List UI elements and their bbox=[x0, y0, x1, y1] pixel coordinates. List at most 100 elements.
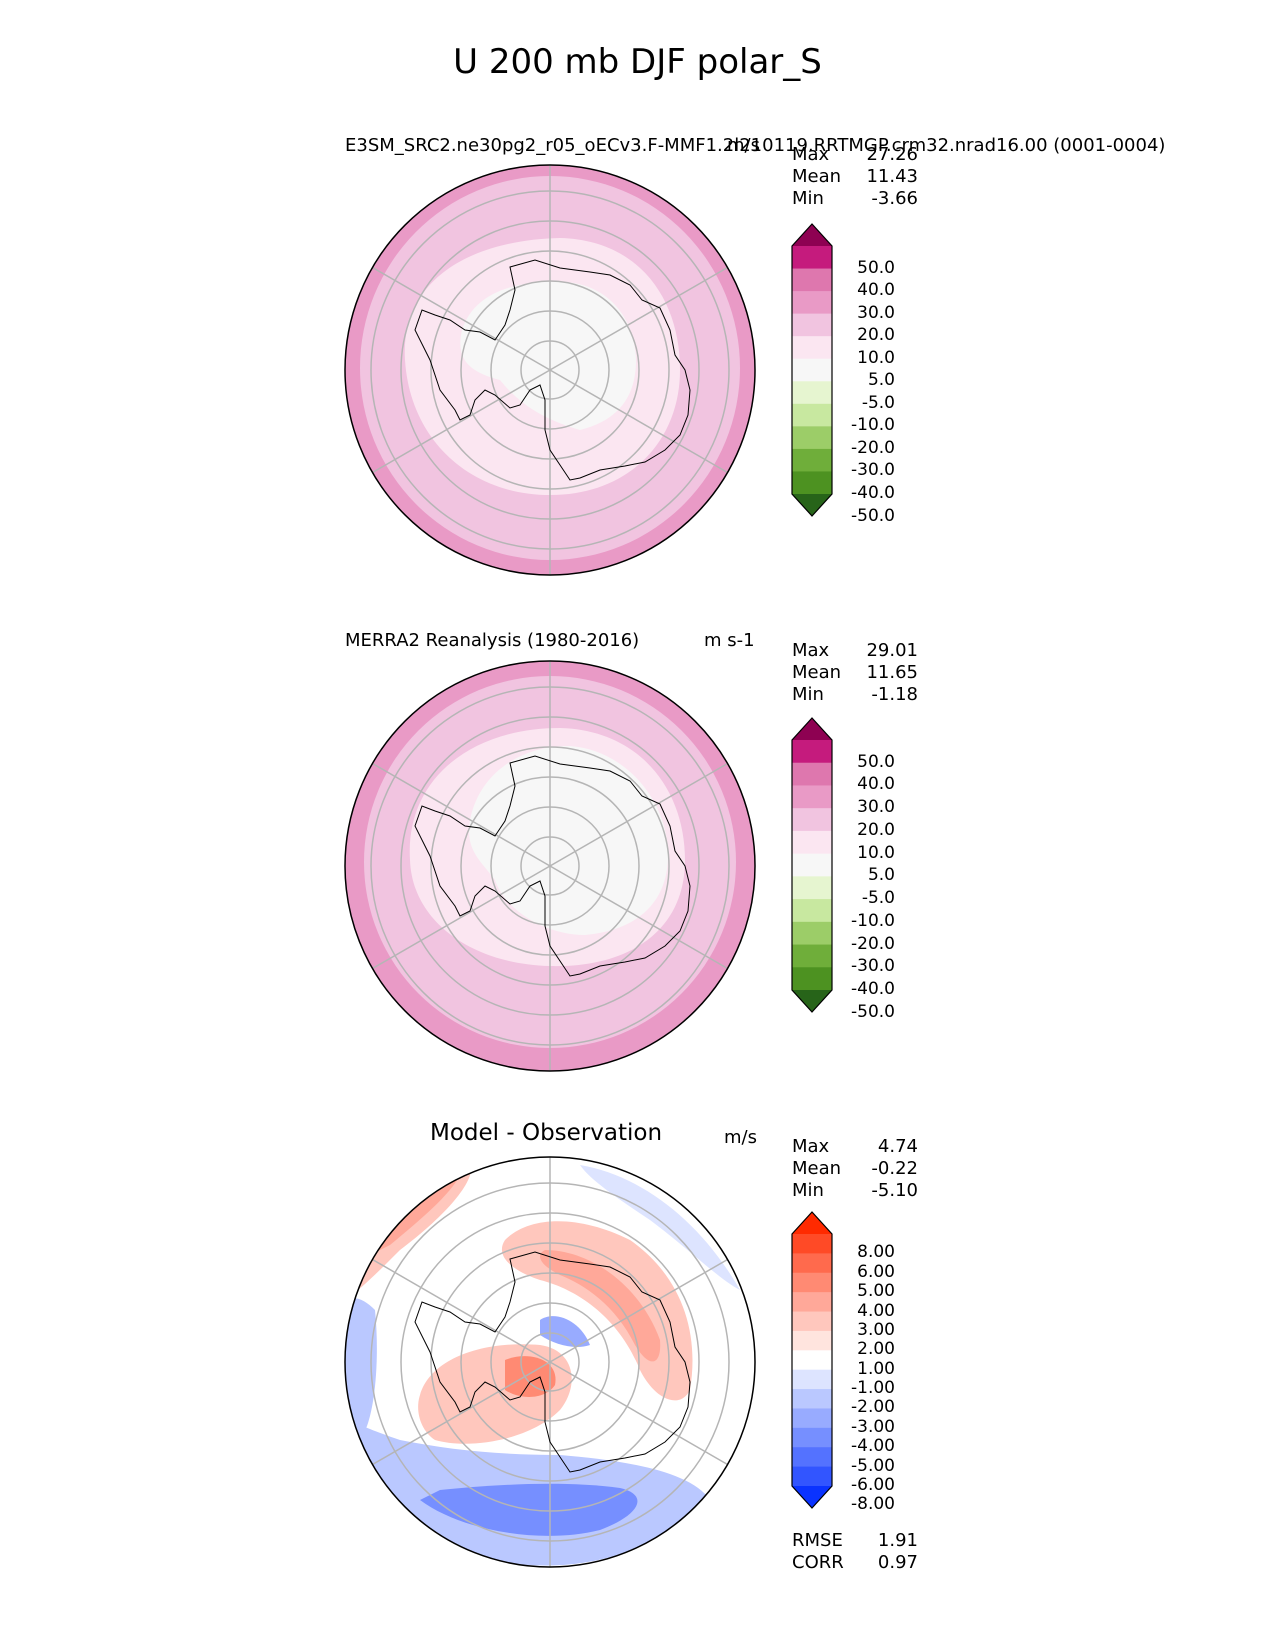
colorbar-tick-label: 5.00 bbox=[857, 1281, 895, 1302]
colorbar-tick-label: -5.0 bbox=[861, 888, 895, 909]
panel-3-neg-west bbox=[345, 1298, 377, 1440]
colorbar-tick-label: 20.0 bbox=[857, 819, 895, 840]
panel-3-map-border bbox=[344, 1156, 756, 1568]
colorbar-tick-label: 10.0 bbox=[857, 347, 895, 368]
colorbar-tick-label: 40.0 bbox=[857, 774, 895, 795]
panel-2-title: MERRA2 Reanalysis (1980-2016) bbox=[345, 630, 640, 651]
meridian-line bbox=[372, 762, 551, 867]
colorbar-swatch bbox=[792, 1350, 832, 1371]
colorbar-swatch bbox=[792, 1369, 832, 1390]
colorbar-outline bbox=[791, 223, 833, 517]
panel-1-max-value: 27.26 bbox=[866, 144, 918, 165]
panel-2-graticule bbox=[370, 661, 730, 1071]
colorbar-swatch bbox=[792, 808, 832, 832]
meridian-line bbox=[372, 865, 551, 970]
panel-2-units: m s-1 bbox=[704, 630, 755, 651]
colorbar-tick-label: 5.0 bbox=[867, 865, 895, 886]
colorbar-extend-max bbox=[792, 224, 832, 246]
panel-3-neg-pole bbox=[540, 1316, 590, 1347]
colorbar-tick-label: 30.0 bbox=[857, 797, 895, 818]
colorbar-tick-label: -40.0 bbox=[851, 483, 895, 503]
colorbar-swatch bbox=[792, 268, 832, 292]
colorbar-tick-label: -2.00 bbox=[851, 1397, 895, 1418]
panel-3-max-label: Max bbox=[792, 1136, 830, 1157]
panel-1-graticule bbox=[370, 165, 730, 575]
panel-2-min-value: -1.18 bbox=[871, 684, 918, 705]
colorbar-extend-min bbox=[792, 494, 832, 516]
panel-1-min-label: Min bbox=[792, 188, 824, 209]
colorbar-tick-label: 10.0 bbox=[857, 842, 895, 863]
panel-3-antarctica-coastline bbox=[414, 1251, 691, 1473]
panel-3-units: m/s bbox=[724, 1127, 757, 1148]
meridian-line bbox=[549, 1258, 728, 1363]
map-outlines bbox=[344, 164, 756, 1568]
colorbar-swatch bbox=[792, 944, 832, 968]
panel-3-min-value: -5.10 bbox=[871, 1180, 918, 1201]
colorbar-swatch bbox=[792, 448, 832, 472]
colorbar-tick-label: -30.0 bbox=[851, 460, 895, 481]
colorbar-swatch bbox=[792, 471, 832, 495]
colorbar-tick-label: -50.0 bbox=[851, 505, 895, 526]
colorbar-swatch bbox=[792, 762, 832, 786]
colorbar-extend-min bbox=[792, 1486, 832, 1508]
colorbar-swatch bbox=[792, 740, 832, 764]
colorbar-tick-label: -6.00 bbox=[851, 1475, 895, 1495]
panel-1-colorbar bbox=[791, 223, 833, 517]
panel-1-antarctica-coastline bbox=[414, 259, 691, 481]
colorbar-tick-label: -8.00 bbox=[851, 1494, 895, 1515]
colorbar-tick-label: -10.0 bbox=[851, 910, 895, 931]
meridian-line bbox=[549, 369, 728, 474]
colorbar-tick-label: -30.0 bbox=[851, 956, 895, 977]
figure-title: U 200 mb DJF polar_S bbox=[453, 42, 822, 82]
panel-3-graticule bbox=[370, 1157, 730, 1567]
panel-1-max-label: Max bbox=[792, 144, 830, 165]
colorbar-tick-label: -5.0 bbox=[861, 392, 895, 413]
panel-2-max-label: Max bbox=[792, 640, 830, 661]
colorbar-extend-min bbox=[792, 990, 832, 1012]
colorbar-swatch bbox=[792, 830, 832, 855]
panel-1-min-value: -3.66 bbox=[871, 188, 918, 209]
colorbar-swatch bbox=[792, 403, 832, 427]
panel-3-colorbar bbox=[791, 1211, 833, 1509]
panel-2-min-label: Min bbox=[792, 684, 824, 705]
colorbar-swatch bbox=[792, 921, 832, 946]
colorbar-swatch bbox=[792, 313, 832, 337]
panel-3-title: Model - Observation bbox=[430, 1120, 663, 1146]
panel-2-colorbar bbox=[791, 717, 833, 1013]
meridian-line bbox=[372, 369, 551, 474]
colorbar-swatch bbox=[792, 967, 832, 991]
panel-2-max-value: 29.01 bbox=[866, 640, 918, 661]
meridian-line bbox=[372, 1258, 551, 1363]
panel-1-band-neg5-5 bbox=[460, 281, 636, 430]
colorbar-swatch bbox=[792, 381, 832, 405]
map-graticules bbox=[370, 165, 730, 1567]
panel-2-map-border bbox=[344, 660, 756, 1072]
panel-3-neg-ne bbox=[580, 1165, 740, 1290]
colorbar-swatch bbox=[792, 1272, 832, 1293]
colorbar-tick-label: -10.0 bbox=[851, 415, 895, 436]
colorbar-outline bbox=[791, 717, 833, 1013]
panel-3-corr-label: CORR bbox=[792, 1552, 844, 1573]
colorbar-extend-max bbox=[792, 718, 832, 740]
panel-1-units: m/s bbox=[727, 135, 760, 156]
meridian-line bbox=[372, 1361, 551, 1466]
panel-1-map-border bbox=[344, 164, 756, 576]
panel-1-mean-value: 11.43 bbox=[866, 166, 918, 187]
colorbar-tick-label: -4.00 bbox=[851, 1436, 895, 1457]
meridian-line bbox=[549, 266, 728, 371]
colorbar-swatch bbox=[792, 1427, 832, 1448]
colorbar-tick-label: 30.0 bbox=[857, 302, 895, 323]
colorbar-swatch bbox=[792, 1311, 832, 1332]
colorbar-tick-label: 2.00 bbox=[857, 1339, 895, 1360]
colorbar-swatch bbox=[792, 426, 832, 450]
panel-3-mean-label: Mean bbox=[792, 1158, 842, 1179]
panel-2-band-neg5-5 bbox=[469, 745, 668, 935]
colorbar-tick-label: 50.0 bbox=[857, 751, 895, 772]
colorbar-tick-label: -1.00 bbox=[851, 1378, 895, 1399]
meridian-line bbox=[549, 865, 728, 970]
colorbar-swatch bbox=[792, 358, 832, 382]
colorbar-swatch bbox=[792, 1292, 832, 1313]
colorbar-tick-label: 4.00 bbox=[857, 1300, 895, 1321]
colorbar-swatch bbox=[792, 246, 832, 270]
